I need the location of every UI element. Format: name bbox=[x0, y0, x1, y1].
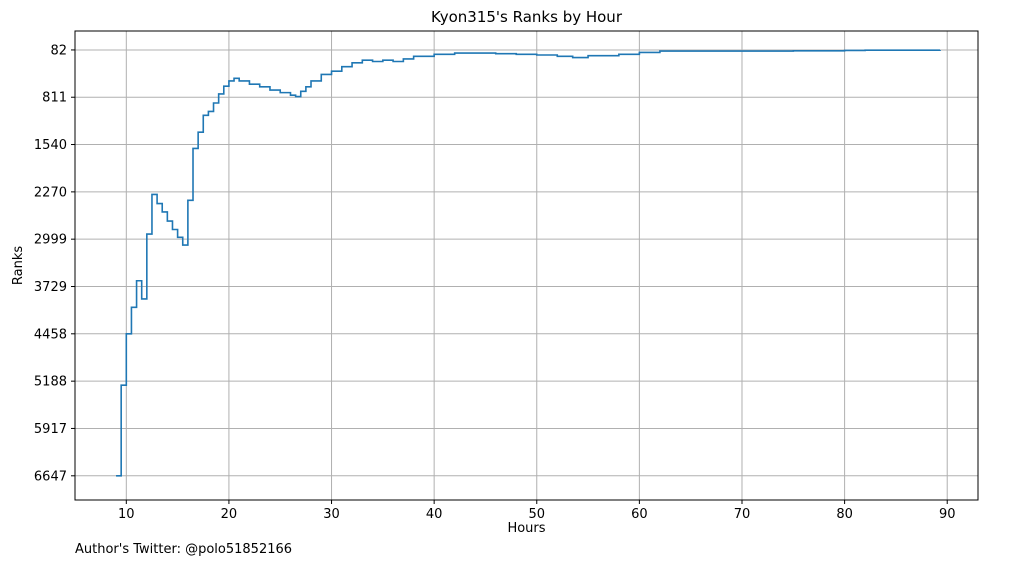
y-axis-label: Ranks bbox=[11, 246, 26, 285]
chart-title: Kyon315's Ranks by Hour bbox=[431, 8, 623, 26]
y-tick-label: 5917 bbox=[34, 422, 67, 437]
x-tick-label: 90 bbox=[939, 507, 956, 522]
y-tick-label: 6647 bbox=[34, 469, 67, 484]
y-tick-label: 5188 bbox=[34, 375, 67, 390]
x-tick-label: 40 bbox=[426, 507, 443, 522]
x-tick-label: 70 bbox=[734, 507, 751, 522]
y-tick-label: 3729 bbox=[34, 280, 67, 295]
y-tick-label: 2999 bbox=[34, 233, 67, 248]
plot-frame bbox=[74, 30, 979, 501]
author-twitter-note: Author's Twitter: @polo51852166 bbox=[75, 542, 292, 557]
x-tick-label: 30 bbox=[323, 507, 340, 522]
y-tick-label: 4458 bbox=[34, 327, 67, 342]
y-tick-label: 1540 bbox=[34, 138, 67, 153]
series-layer bbox=[116, 49, 941, 477]
x-tick-label: 80 bbox=[836, 507, 853, 522]
rank-step-line bbox=[116, 49, 941, 477]
x-tick-label: 20 bbox=[221, 507, 238, 522]
x-tick-label: 10 bbox=[118, 507, 135, 522]
y-tick-label: 811 bbox=[42, 91, 67, 106]
x-tick-label: 60 bbox=[631, 507, 648, 522]
y-tick-label: 2270 bbox=[34, 185, 67, 200]
x-tick-label: 50 bbox=[528, 507, 545, 522]
x-axis-label: Hours bbox=[507, 521, 545, 536]
grid-layer bbox=[75, 31, 978, 500]
x-axis-ticks: 10 20 30 40 50 60 70 80 90 bbox=[118, 500, 955, 522]
y-axis-ticks: 82 811 1540 2270 2999 3729 4458 5188 5917 6647 bbox=[34, 43, 75, 484]
y-tick-label: 82 bbox=[50, 43, 67, 58]
